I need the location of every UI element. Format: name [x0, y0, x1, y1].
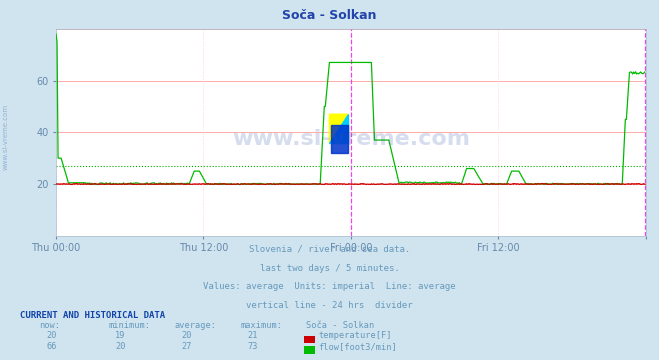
Text: 19: 19	[115, 332, 126, 341]
Text: CURRENT AND HISTORICAL DATA: CURRENT AND HISTORICAL DATA	[20, 311, 165, 320]
Text: average:: average:	[175, 321, 217, 330]
Text: Soča - Solkan: Soča - Solkan	[282, 9, 377, 22]
Text: Soča - Solkan: Soča - Solkan	[306, 321, 375, 330]
Polygon shape	[330, 114, 348, 143]
Text: vertical line - 24 hrs  divider: vertical line - 24 hrs divider	[246, 301, 413, 310]
Text: maximum:: maximum:	[241, 321, 283, 330]
Text: 20: 20	[46, 332, 57, 341]
Text: 73: 73	[247, 342, 258, 351]
Text: 20: 20	[181, 332, 192, 341]
Bar	[331, 125, 348, 153]
Text: 66: 66	[46, 342, 57, 351]
Text: minimum:: minimum:	[109, 321, 151, 330]
Text: last two days / 5 minutes.: last two days / 5 minutes.	[260, 264, 399, 273]
Text: www.si-vreme.com: www.si-vreme.com	[2, 104, 9, 170]
Text: 20: 20	[115, 342, 126, 351]
Text: Values: average  Units: imperial  Line: average: Values: average Units: imperial Line: av…	[203, 282, 456, 291]
Text: now:: now:	[40, 321, 61, 330]
Text: 21: 21	[247, 332, 258, 341]
Text: flow[foot3/min]: flow[foot3/min]	[318, 342, 397, 351]
Polygon shape	[330, 114, 348, 143]
Text: 27: 27	[181, 342, 192, 351]
Text: temperature[F]: temperature[F]	[318, 332, 392, 341]
Text: www.si-vreme.com: www.si-vreme.com	[232, 129, 470, 149]
Text: Slovenia / river and sea data.: Slovenia / river and sea data.	[249, 245, 410, 254]
